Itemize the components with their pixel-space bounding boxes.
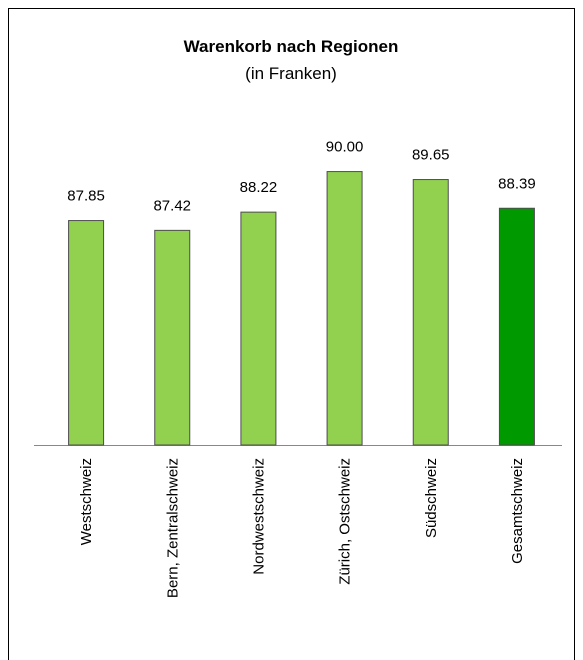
value-label: 88.22 [240, 179, 278, 196]
x-tick-label: Nordwestschweiz [250, 458, 267, 575]
bar [326, 171, 363, 446]
value-label: 88.39 [498, 175, 536, 192]
bar [240, 211, 277, 446]
value-label: 89.65 [412, 147, 450, 164]
x-tick-label: Gesamtschweiz [509, 458, 526, 564]
value-label: 87.85 [67, 188, 105, 205]
chart-subtitle: (in Franken) [245, 64, 337, 83]
x-tick-label: Südschweiz [423, 458, 440, 538]
chart-title: Warenkorb nach Regionen [184, 37, 399, 56]
bar [154, 229, 191, 446]
x-tick-label: Bern, Zentralschweiz [164, 458, 181, 598]
bar [498, 207, 535, 446]
value-label: 87.42 [153, 197, 191, 214]
x-tick-label: Zürich, Ostschweiz [337, 458, 354, 585]
x-tick-label: Westschweiz [78, 458, 95, 545]
bar [412, 179, 449, 446]
value-label: 90.00 [326, 139, 364, 156]
bar [68, 220, 105, 446]
